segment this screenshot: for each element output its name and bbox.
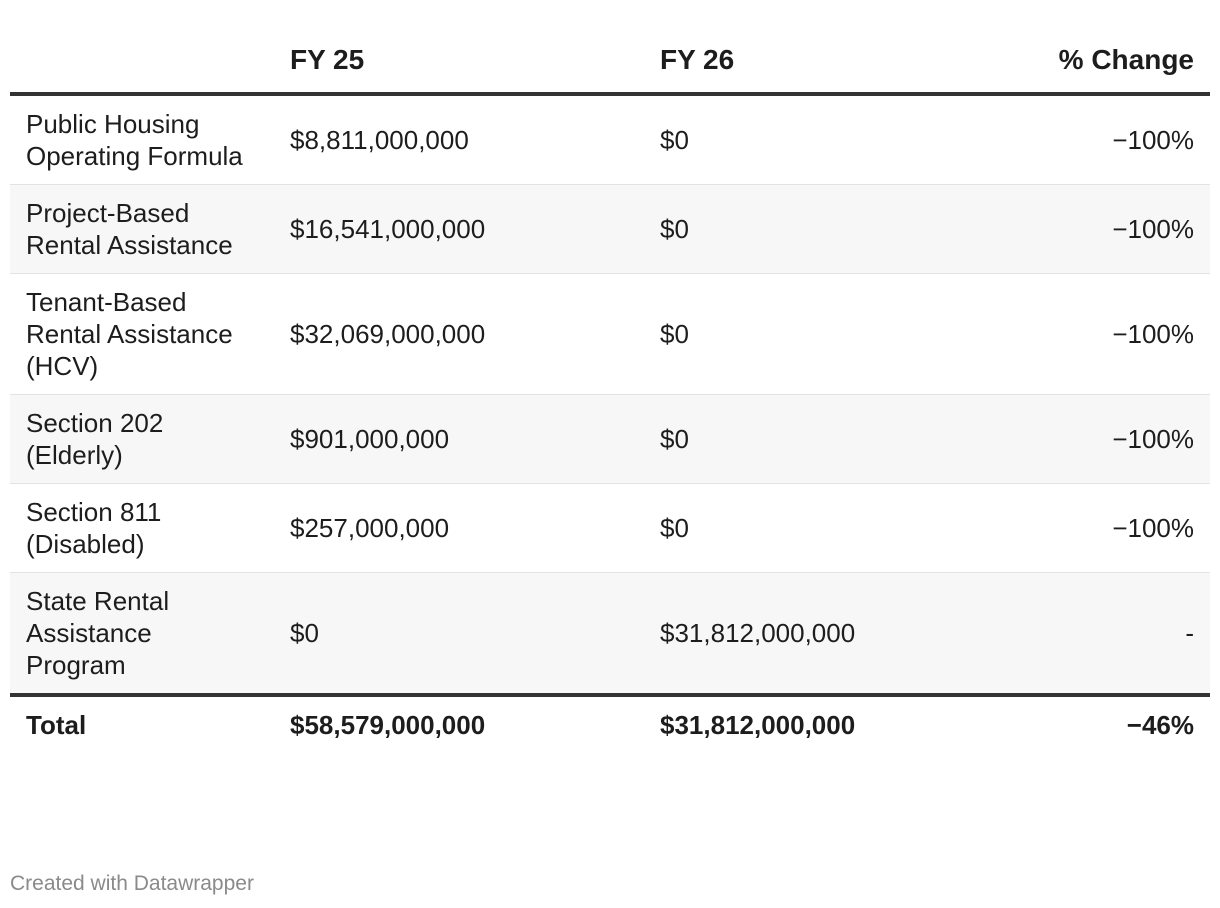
fy26-value: $0 <box>644 483 1014 573</box>
table-row: Public Housing Operating Formula $8,811,… <box>10 94 1210 185</box>
header-fy25: FY 25 <box>274 30 644 96</box>
row-label: Tenant-Based Rental Assistance (HCV) <box>10 273 274 395</box>
header-row: FY 25 FY 26 % Change <box>10 30 1210 96</box>
fy25-value: $257,000,000 <box>274 483 644 573</box>
header-label-column <box>10 30 274 96</box>
fy26-value: $31,812,000,000 <box>644 572 1014 697</box>
row-label: Section 811 (Disabled) <box>10 483 274 573</box>
fy25-value: $32,069,000,000 <box>274 273 644 395</box>
total-label: Total <box>26 710 87 740</box>
table-row: State Rental Assistance Program $0 $31,8… <box>10 572 1210 697</box>
table-row: Project-Based Rental Assistance $16,541,… <box>10 184 1210 274</box>
percent-change-value: −100% <box>1014 273 1210 395</box>
table-row: Section 202 (Elderly) $901,000,000 $0 −1… <box>10 394 1210 484</box>
percent-change-value: −100% <box>1014 483 1210 573</box>
budget-table-container: FY 25 FY 26 % Change Public Housing Oper… <box>10 30 1210 753</box>
percent-change-value: −100% <box>1014 394 1210 484</box>
fy25-value: $0 <box>274 572 644 697</box>
row-label: Project-Based Rental Assistance <box>10 184 274 274</box>
fy26-value: $0 <box>644 94 1014 185</box>
fy26-value: $0 <box>644 394 1014 484</box>
percent-change-value: −100% <box>1014 94 1210 185</box>
fy25-value: $8,811,000,000 <box>274 94 644 185</box>
header-percent-change: % Change <box>1014 30 1210 96</box>
header-fy26: FY 26 <box>644 30 1014 96</box>
row-label: Section 202 (Elderly) <box>10 394 274 484</box>
budget-table: FY 25 FY 26 % Change Public Housing Oper… <box>10 30 1210 753</box>
row-label: State Rental Assistance Program <box>10 572 274 697</box>
fy26-value: $0 <box>644 273 1014 395</box>
percent-change-value: - <box>1014 572 1210 697</box>
table-row: Section 811 (Disabled) $257,000,000 $0 −… <box>10 483 1210 573</box>
total-fy26: $31,812,000,000 <box>660 710 856 740</box>
row-label: Public Housing Operating Formula <box>10 94 274 185</box>
total-percent-change: −46% <box>1126 710 1194 740</box>
total-fy25: $58,579,000,000 <box>290 710 486 740</box>
table-row: Tenant-Based Rental Assistance (HCV) $32… <box>10 273 1210 395</box>
total-row: Total $58,579,000,000 $31,812,000,000 −4… <box>10 695 1210 753</box>
percent-change-value: −100% <box>1014 184 1210 274</box>
fy25-value: $16,541,000,000 <box>274 184 644 274</box>
fy26-value: $0 <box>644 184 1014 274</box>
fy25-value: $901,000,000 <box>274 394 644 484</box>
datawrapper-credit[interactable]: Created with Datawrapper <box>10 872 254 895</box>
